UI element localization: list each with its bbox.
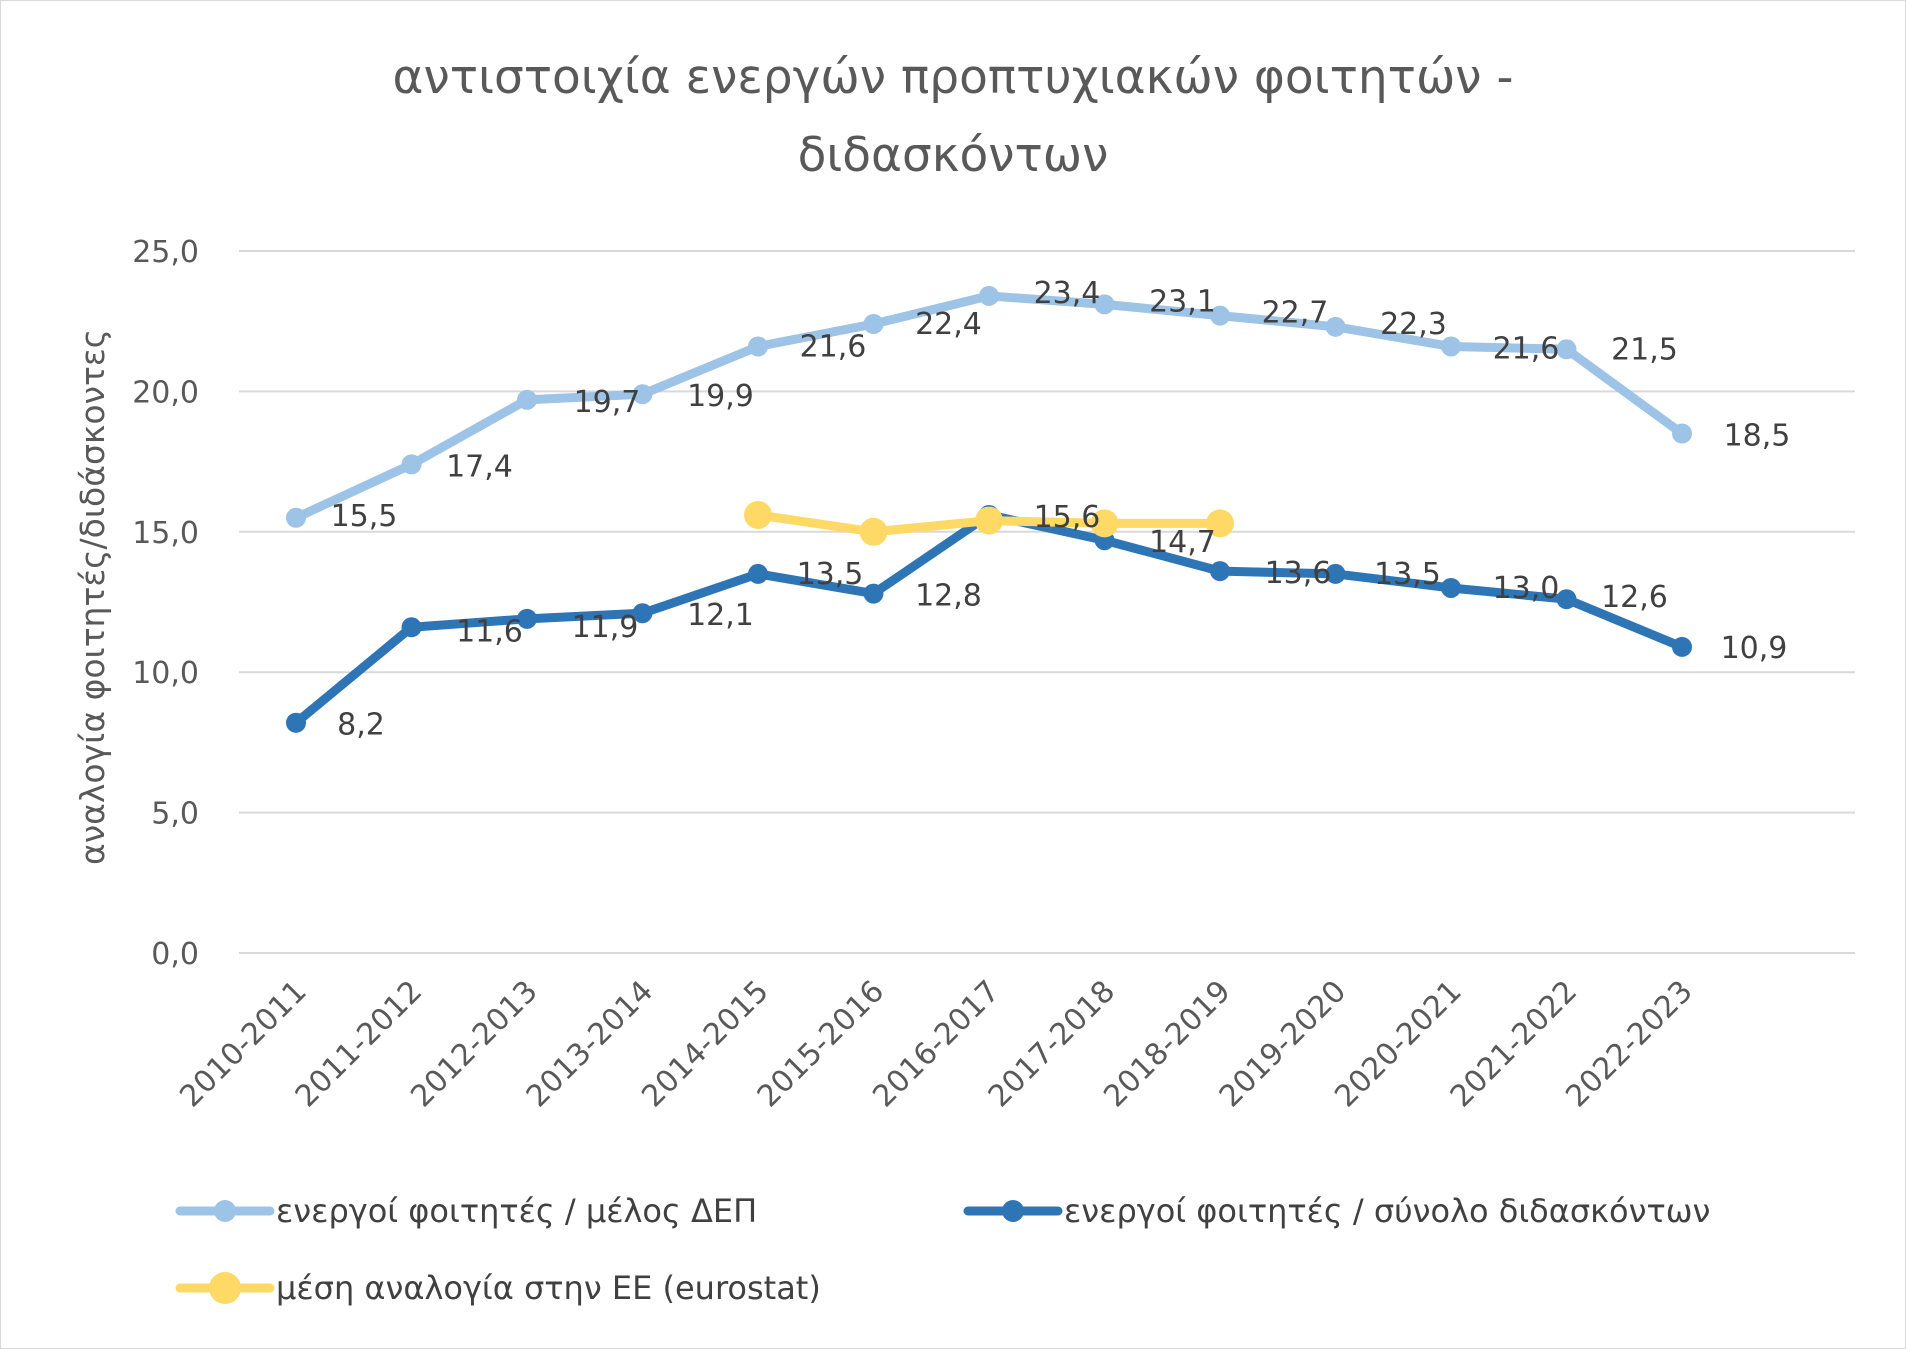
legend-swatch-marker: [1002, 1200, 1024, 1222]
x-axis-ticks: 2010-20112011-20122012-20132013-20142014…: [173, 974, 1699, 1114]
data-point: [401, 617, 422, 638]
data-point: [979, 285, 999, 306]
y-tick-label: 15,0: [132, 516, 199, 551]
data-label: 21,6: [800, 329, 867, 364]
legend: ενεργοί φοιτητές / μέλος ΔΕΠ ενεργοί φοιτ…: [175, 1192, 1710, 1307]
data-point: [1325, 563, 1346, 584]
data-point: [744, 500, 772, 529]
data-point: [632, 603, 653, 624]
data-point: [1206, 509, 1234, 538]
data-label: 23,1: [1149, 284, 1216, 319]
data-label: 19,9: [687, 379, 754, 414]
legend-swatch-marker: [214, 1200, 236, 1222]
series-line: [291, 291, 1687, 523]
legend-label: ενεργοί φοιτητές / σύνολο διδασκόντων: [1064, 1192, 1710, 1230]
data-label: 8,2: [337, 708, 385, 743]
y-tick-label: 5,0: [151, 797, 199, 832]
legend-label: ενεργοί φοιτητές / μέλος ΔΕΠ: [276, 1192, 757, 1230]
data-point: [863, 583, 884, 604]
data-label: 22,3: [1380, 307, 1447, 342]
data-label: 13,5: [797, 557, 864, 592]
data-label: 21,5: [1611, 332, 1678, 367]
data-label: 12,8: [915, 579, 982, 614]
data-label: 21,6: [1493, 331, 1560, 366]
data-label: 22,4: [915, 307, 982, 342]
data-point: [1441, 577, 1461, 598]
y-tick-label: 10,0: [132, 656, 199, 691]
data-point: [1210, 561, 1230, 582]
data-label: 11,9: [572, 610, 639, 645]
data-point: [1672, 423, 1692, 444]
data-point: [517, 608, 537, 629]
data-label: 13,5: [1374, 557, 1441, 592]
data-labels: 15,5 17,4 19,7 19,9 21,6 22,4 23,4 23,1 22,7 22,3…: [331, 276, 1791, 743]
data-point: [1210, 305, 1230, 326]
data-point: [975, 506, 1003, 535]
data-point: [748, 563, 768, 584]
y-tick-label: 25,0: [132, 235, 199, 270]
data-point: [863, 314, 884, 335]
data-point: [1556, 339, 1577, 360]
data-label: 11,6: [456, 614, 523, 649]
y-axis-label: αναλογία φοιτητές/διδάσκοντες: [73, 329, 112, 865]
data-point: [1094, 294, 1115, 315]
data-point: [517, 389, 537, 410]
data-point: [748, 336, 768, 357]
y-axis-ticks: 0,0 5,0 10,0 15,0 20,0 25,0: [132, 235, 199, 972]
y-tick-label: 0,0: [151, 937, 199, 972]
data-label: 18,5: [1724, 419, 1791, 454]
data-label: 12,6: [1601, 580, 1668, 615]
series-group: [286, 285, 1692, 733]
data-label: 15,5: [331, 499, 398, 534]
data-point: [859, 517, 888, 546]
data-point: [1441, 336, 1461, 357]
data-label: 17,4: [446, 449, 513, 484]
data-point: [401, 454, 422, 475]
data-label: 13,6: [1265, 556, 1332, 591]
data-point: [1325, 316, 1346, 337]
data-label: 12,1: [687, 598, 754, 633]
data-label: 10,9: [1721, 631, 1788, 666]
data-point: [286, 712, 306, 733]
data-point: [1090, 509, 1119, 538]
data-point: [1672, 636, 1692, 657]
chart-title-line2: διδασκόντων: [797, 128, 1109, 183]
data-label: 22,7: [1262, 296, 1329, 331]
data-point: [1556, 589, 1577, 610]
data-label: 13,0: [1493, 571, 1560, 606]
data-point: [286, 507, 306, 528]
legend-label: μέση αναλογία στην ΕΕ (eurostat): [276, 1269, 821, 1307]
chart-title-line1: αντιστοιχία ενεργών προπτυχιακών φοιτητώ…: [392, 50, 1514, 105]
y-tick-label: 20,0: [132, 375, 199, 410]
data-point: [632, 384, 653, 405]
data-label: 19,7: [574, 385, 641, 420]
legend-swatch-marker: [209, 1272, 241, 1304]
data-label: 15,6: [1034, 500, 1101, 535]
data-label: 23,4: [1034, 276, 1101, 311]
data-label: 14,7: [1149, 525, 1216, 560]
